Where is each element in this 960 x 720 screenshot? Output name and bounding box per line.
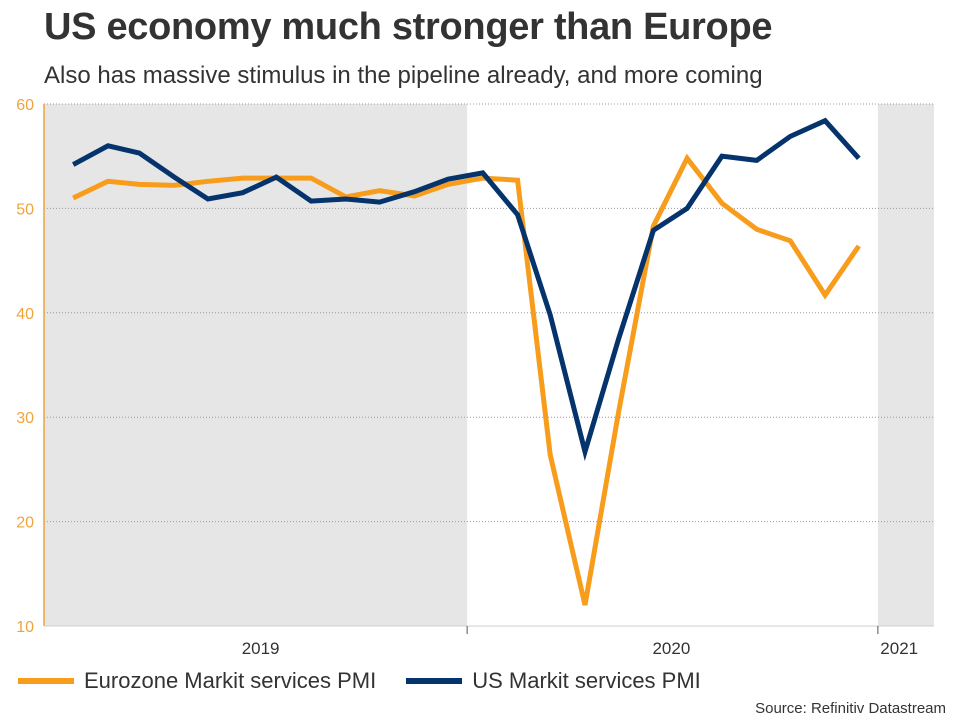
y-tick-label: 30 (16, 410, 34, 427)
x-tick-label: 2019 (242, 639, 280, 658)
legend-label-eurozone: Eurozone Markit services PMI (84, 668, 377, 693)
x-tick-label: 2021 (880, 639, 918, 658)
chart-title: US economy much stronger than Europe (44, 6, 773, 48)
legend-item-us: US Markit services PMI (406, 668, 701, 694)
x-tick-label: 2020 (652, 639, 690, 658)
legend-swatch-us (406, 678, 463, 684)
y-tick-label: 20 (16, 515, 34, 532)
shaded-region-2021 (877, 104, 934, 626)
y-tick-label: 10 (16, 619, 34, 636)
series-line-eurozone (72, 153, 861, 606)
legend-swatch-eurozone (18, 678, 74, 684)
y-tick-label: 40 (16, 306, 34, 323)
series-line-us (72, 117, 861, 462)
legend-item-eurozone: Eurozone Markit services PMI (18, 668, 376, 694)
chart-subtitle: Also has massive stimulus in the pipelin… (44, 62, 763, 89)
legend-label-us: US Markit services PMI (472, 668, 701, 693)
source-note: Source: Refinitiv Datastream (755, 700, 946, 717)
y-tick-label: 50 (16, 201, 34, 218)
chart-legend: Eurozone Markit services PMI US Markit s… (18, 668, 731, 694)
y-tick-label: 60 (16, 97, 34, 114)
